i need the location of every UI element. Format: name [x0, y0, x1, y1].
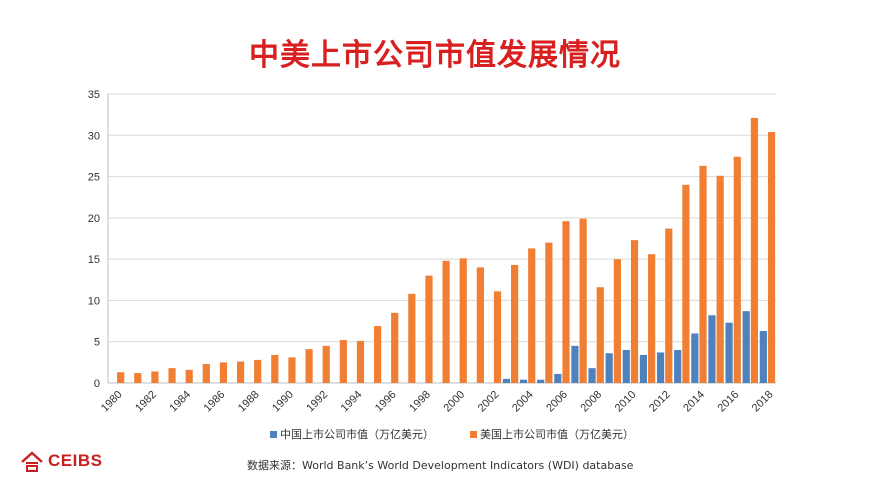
bar-usa	[459, 258, 467, 383]
x-tick-label: 2008	[578, 389, 604, 415]
bar-usa	[511, 264, 519, 383]
bar-usa	[185, 369, 193, 383]
bar-usa	[373, 326, 382, 383]
x-tick-label: 1992	[304, 389, 330, 415]
bar-usa	[168, 368, 176, 383]
bar-usa	[767, 131, 776, 383]
x-tick-label: 2000	[441, 389, 467, 415]
bar-usa	[442, 260, 450, 383]
bar-usa	[219, 362, 228, 383]
x-tick-label: 1982	[133, 389, 159, 415]
bar-usa	[665, 228, 673, 383]
bar-usa	[408, 293, 416, 383]
bar-china	[502, 378, 511, 383]
bar-usa	[117, 372, 125, 383]
logo-text: CEIBS	[48, 451, 103, 470]
x-tick-label: 2010	[613, 389, 639, 415]
legend-item-china: 中国上市公司市值（万亿美元）	[270, 426, 434, 442]
bar-usa	[493, 291, 502, 383]
bar-usa	[630, 240, 639, 383]
bar-usa	[716, 175, 724, 383]
y-tick-label: 15	[88, 254, 100, 266]
y-tick-label: 20	[88, 213, 100, 225]
bar-usa	[202, 364, 210, 383]
bar-usa	[733, 156, 741, 383]
bar-usa	[322, 345, 330, 383]
bar-usa	[339, 340, 347, 383]
bar-usa	[425, 275, 433, 383]
bar-usa	[562, 221, 570, 383]
legend-swatch-usa	[470, 430, 477, 438]
bar-china	[742, 311, 750, 383]
bar-usa	[596, 287, 604, 383]
bar-china	[622, 349, 630, 383]
x-tick-label: 1984	[167, 389, 193, 415]
bar-china	[674, 349, 682, 383]
legend-swatch-china	[270, 430, 277, 438]
chart-legend: 中国上市公司市值（万亿美元） 美国上市公司市值（万亿美元）	[270, 426, 634, 442]
bar-usa	[699, 165, 707, 383]
y-tick-label: 25	[88, 172, 100, 184]
y-tick-label: 0	[94, 378, 100, 390]
bar-china	[759, 330, 767, 383]
y-tick-label: 30	[88, 130, 100, 142]
x-tick-label: 2002	[476, 389, 502, 415]
x-tick-label: 2018	[750, 389, 776, 415]
legend-label-china: 中国上市公司市值（万亿美元）	[280, 428, 434, 441]
bar-china	[605, 353, 613, 383]
x-tick-label: 2012	[647, 389, 673, 415]
bar-china	[588, 368, 596, 383]
bar-china	[537, 379, 545, 383]
bar-usa	[305, 349, 313, 383]
bar-china	[656, 352, 665, 383]
bar-usa	[613, 259, 621, 383]
x-tick-label: 2004	[510, 389, 536, 415]
legend-item-usa: 美国上市公司市值（万亿美元）	[470, 426, 634, 442]
bar-usa	[648, 254, 656, 383]
ceibs-logo: CEIBS	[20, 450, 102, 472]
bar-usa	[682, 184, 690, 383]
bar-usa	[579, 218, 587, 383]
bar-usa	[236, 361, 245, 383]
bar-usa	[750, 117, 759, 384]
ceibs-logo-icon	[21, 451, 43, 472]
bar-china	[519, 379, 528, 383]
x-tick-label: 1988	[236, 389, 262, 415]
bar-china	[725, 322, 733, 383]
x-tick-label: 2016	[716, 389, 742, 415]
x-tick-label: 2006	[544, 389, 570, 415]
bar-usa	[528, 248, 536, 383]
x-tick-label: 1990	[270, 389, 296, 415]
bar-usa	[271, 354, 279, 383]
bar-china	[571, 345, 579, 383]
bar-usa	[545, 242, 553, 383]
bar-usa	[151, 371, 159, 383]
bar-chart: 0 5 10 15 20 25 30 35 1980 1982 1984 1986 1988 1990 19…	[88, 89, 776, 415]
bar-usa	[288, 357, 296, 383]
x-tick-label: 1980	[99, 389, 125, 415]
x-tick-label: 1986	[202, 389, 228, 415]
bar-usa	[476, 267, 484, 383]
y-tick-label: 5	[94, 337, 100, 349]
x-tick-label: 1996	[373, 389, 399, 415]
bar-china	[691, 333, 699, 383]
x-tick-label: 1998	[407, 389, 433, 415]
data-source-note: 数据来源：World Bank’s World Development Indi…	[247, 459, 634, 472]
bar-usa	[356, 340, 365, 383]
bar-usa	[134, 373, 142, 383]
chart-title: 中美上市公司市值发展情况	[249, 38, 621, 73]
legend-label-usa: 美国上市公司市值（万亿美元）	[480, 428, 634, 441]
x-tick-label: 1994	[339, 389, 365, 415]
bar-usa	[391, 312, 399, 383]
bar-china	[554, 373, 562, 383]
y-tick-label: 10	[88, 295, 100, 307]
bar-china	[639, 354, 648, 383]
bar-usa	[254, 359, 262, 383]
x-tick-label: 2014	[681, 389, 707, 415]
bar-china	[708, 315, 716, 383]
y-tick-label: 35	[88, 89, 100, 101]
